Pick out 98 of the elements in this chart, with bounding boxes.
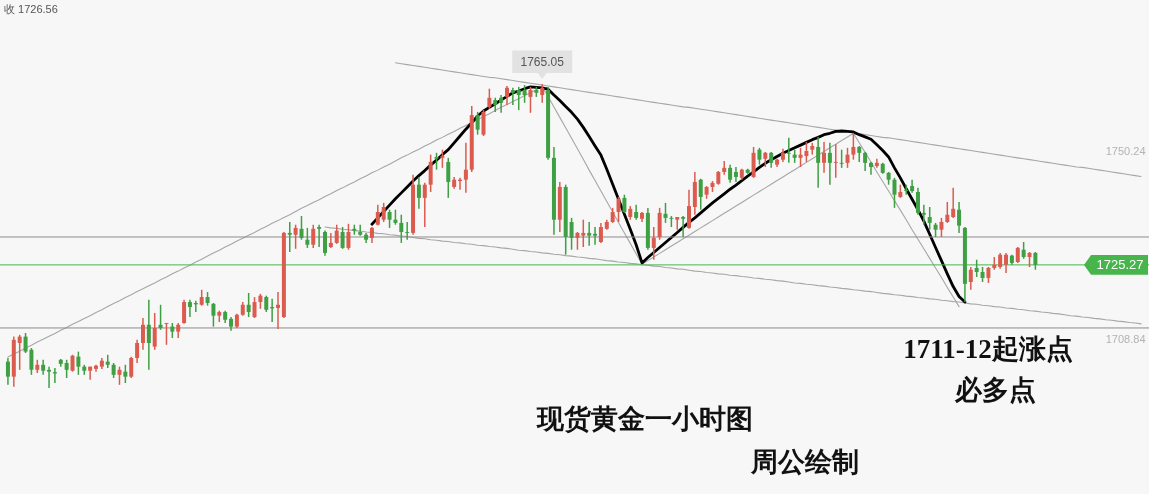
- candlestick: [528, 86, 533, 114]
- candlestick: [927, 206, 932, 231]
- candlestick: [504, 85, 509, 106]
- candlestick: [117, 365, 122, 386]
- candlestick: [822, 141, 827, 174]
- candlestick: [399, 213, 404, 244]
- candlestick: [252, 296, 257, 319]
- candlestick: [211, 302, 216, 328]
- candlestick: [540, 83, 545, 104]
- candlestick: [698, 178, 703, 211]
- candlestick: [722, 160, 727, 176]
- candlestick: [487, 87, 492, 110]
- candlestick: [182, 299, 187, 325]
- annotation: 1711-12起涨点: [903, 334, 1073, 364]
- candlestick: [76, 350, 81, 376]
- candlestick: [833, 143, 838, 179]
- candlestick: [334, 223, 339, 245]
- annotation: 收 1726.56: [4, 3, 58, 15]
- candlestick: [405, 221, 410, 241]
- candlestick: [5, 357, 10, 386]
- candlestick: [516, 86, 521, 111]
- candlestick: [663, 202, 668, 224]
- candlestick: [622, 193, 627, 214]
- candlestick: [375, 203, 380, 227]
- candlestick: [945, 201, 950, 224]
- candlestick: [475, 111, 480, 136]
- candlestick: [816, 136, 821, 189]
- candlestick: [17, 334, 22, 371]
- candlestick: [839, 148, 844, 169]
- candlestick: [422, 182, 427, 228]
- candlestick: [686, 188, 691, 230]
- candlestick: [129, 355, 134, 379]
- candlestick: [387, 208, 392, 229]
- candlestick: [968, 266, 973, 291]
- candlestick: [287, 221, 292, 253]
- candlestick: [140, 317, 145, 351]
- candlestick: [446, 157, 451, 199]
- candlestick: [246, 292, 251, 318]
- candlestick: [569, 217, 574, 251]
- candlestick: [915, 187, 920, 216]
- candlestick: [322, 229, 327, 257]
- candlestick: [311, 223, 316, 249]
- candlestick: [593, 226, 598, 246]
- candlestick: [317, 223, 322, 248]
- candlestick: [481, 109, 486, 137]
- candlestick: [651, 226, 656, 261]
- candlestick: [951, 187, 956, 219]
- candlestick: [587, 221, 592, 247]
- candlestick: [598, 222, 603, 244]
- candlestick: [921, 203, 926, 226]
- candlestick: [146, 299, 151, 371]
- candlestick: [293, 223, 298, 250]
- candlestick: [299, 215, 304, 241]
- line-series: [370, 85, 967, 304]
- candlestick: [187, 299, 192, 318]
- candlestick: [786, 137, 791, 164]
- candlestick: [1004, 252, 1009, 274]
- candlestick: [123, 364, 128, 384]
- candlestick: [851, 132, 856, 161]
- y-tick-label: 1750.24: [1105, 144, 1146, 157]
- candlestick: [381, 202, 386, 223]
- annotation: 1765.05: [520, 54, 565, 69]
- candlestick: [581, 218, 586, 248]
- candlestick: [440, 148, 445, 169]
- ref-line-label: 1725.27: [1096, 256, 1144, 272]
- candlestick: [675, 216, 680, 231]
- candlestick: [47, 365, 52, 389]
- candlestick: [510, 87, 515, 106]
- candlestick: [340, 226, 345, 250]
- candlestick: [939, 217, 944, 238]
- candlestick: [346, 223, 351, 251]
- candlestick: [845, 147, 850, 169]
- candlestick: [305, 227, 310, 249]
- candlestick: [158, 304, 163, 331]
- candlestick: [416, 176, 421, 210]
- candlestick: [135, 339, 140, 364]
- y-tick-label: 1708.84: [1105, 333, 1146, 346]
- candlestick: [328, 232, 333, 249]
- candlestick: [152, 312, 157, 351]
- candlestick: [616, 196, 621, 223]
- candlestick: [681, 215, 686, 238]
- candlestick: [64, 359, 69, 379]
- candlestick: [892, 177, 897, 209]
- candlestick: [88, 365, 93, 381]
- candlestick: [428, 153, 433, 193]
- candlestick: [358, 223, 363, 237]
- annotation: 周公绘制: [750, 447, 859, 477]
- candlestick: [827, 142, 832, 186]
- candlestick: [276, 291, 281, 330]
- candlestick: [868, 161, 873, 176]
- candlestick: [957, 201, 962, 234]
- annotation: 现货黄金一小时图: [536, 404, 753, 434]
- candlestick: [728, 163, 733, 184]
- candlestick: [863, 151, 868, 172]
- candlestick: [499, 94, 504, 114]
- candlestick: [164, 322, 169, 346]
- candlestick: [463, 142, 468, 194]
- annotation: 必多点: [953, 375, 1036, 405]
